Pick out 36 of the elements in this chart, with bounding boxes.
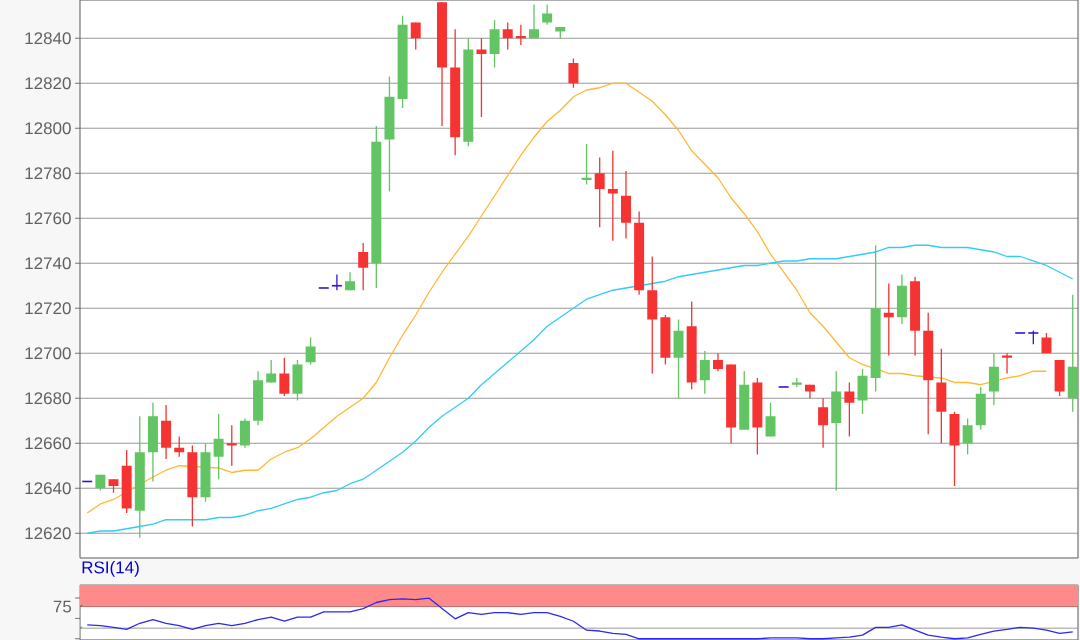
candlestick	[844, 381, 855, 438]
candlestick	[331, 273, 343, 291]
y-tick-label: 12680	[25, 392, 71, 405]
candlestick	[279, 357, 290, 397]
y-tick-label: 12780	[25, 167, 71, 180]
y-tick-label: 12800	[25, 122, 71, 135]
y-tick-label: 12640	[25, 482, 71, 495]
candlestick	[515, 24, 526, 46]
y-tick-label: 12840	[25, 32, 71, 45]
y-tick-label: 12620	[25, 527, 71, 540]
candlestick	[594, 156, 605, 228]
candlestick	[502, 21, 513, 51]
candlestick	[699, 350, 710, 395]
candlestick	[529, 3, 539, 39]
y-tick-label: 12740	[25, 257, 71, 270]
candlestick	[226, 424, 237, 467]
candlestick	[542, 3, 553, 26]
candlestick	[712, 352, 723, 372]
y-tick-label: 12720	[25, 302, 71, 315]
candlestick	[213, 413, 224, 480]
candlestick	[568, 57, 579, 89]
candlestick	[581, 143, 592, 186]
candlestick	[765, 402, 776, 438]
candlestick	[962, 417, 973, 456]
y-tick-label: 12820	[25, 77, 71, 90]
y-tick-label: 12760	[25, 212, 71, 225]
candlestick	[305, 336, 316, 366]
candlestick	[358, 242, 369, 291]
candlestick	[818, 397, 829, 449]
candlestick	[410, 21, 421, 51]
candlestick	[1002, 352, 1013, 375]
text: 75	[53, 600, 72, 613]
chart-title: RSI(14)	[82, 560, 139, 577]
y-tick-label: 12660	[25, 437, 71, 450]
y-tick-label: 12700	[25, 347, 71, 360]
candlestick	[476, 37, 487, 118]
